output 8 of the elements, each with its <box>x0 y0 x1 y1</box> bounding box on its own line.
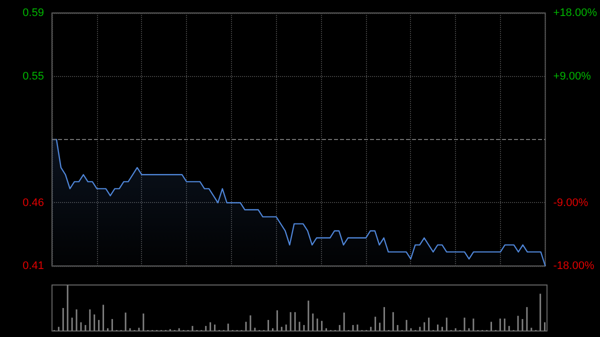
y2-tick-label: +18.00% <box>553 7 598 19</box>
y2-tick-label: -18.00% <box>553 260 594 272</box>
y2-tick-label: +9.00% <box>553 70 592 82</box>
y-tick-label: 0.55 <box>22 70 44 82</box>
y-tick-label: 0.41 <box>22 260 44 272</box>
y2-tick-label: -9.00% <box>553 196 588 209</box>
y-tick-label: 0.59 <box>22 7 44 19</box>
y-tick-label: 0.46 <box>22 196 44 209</box>
